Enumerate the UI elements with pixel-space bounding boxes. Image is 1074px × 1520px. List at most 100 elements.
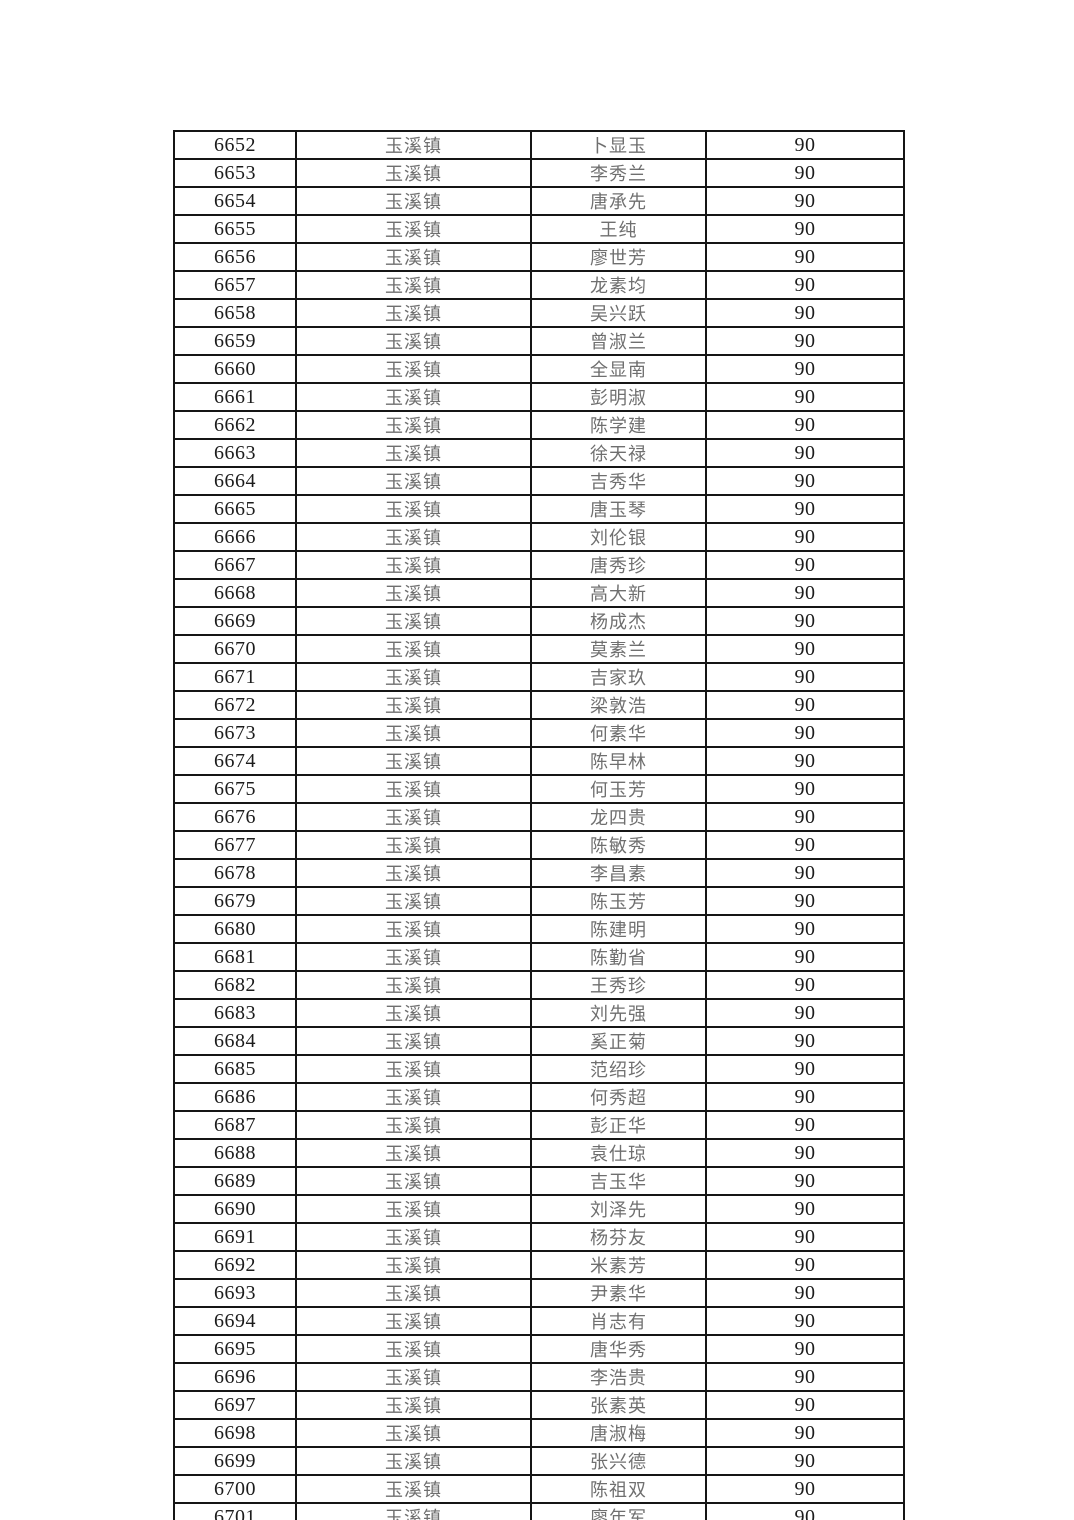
table-row: 6689 玉溪镇 吉玉华 90 [173,1166,905,1196]
table-row: 6671 玉溪镇 吉家玖 90 [173,662,905,692]
cell-name: 刘先强 [530,998,707,1028]
cell-score: 90 [705,466,905,496]
table-row: 6664 玉溪镇 吉秀华 90 [173,466,905,496]
cell-score: 90 [705,522,905,552]
cell-serial: 6693 [173,1278,297,1308]
cell-town: 玉溪镇 [295,298,532,328]
cell-score: 90 [705,214,905,244]
cell-serial: 6664 [173,466,297,496]
table-row: 6658 玉溪镇 吴兴跃 90 [173,298,905,328]
cell-name: 唐玉琴 [530,494,707,524]
table-row: 6698 玉溪镇 唐淑梅 90 [173,1418,905,1448]
cell-name: 唐华秀 [530,1334,707,1364]
cell-serial: 6675 [173,774,297,804]
cell-name: 莫素兰 [530,634,707,664]
cell-serial: 6655 [173,214,297,244]
cell-serial: 6658 [173,298,297,328]
cell-town: 玉溪镇 [295,830,532,860]
cell-name: 全显南 [530,354,707,384]
cell-serial: 6700 [173,1474,297,1504]
roster-table: 6652 玉溪镇 卜显玉 90 6653 玉溪镇 李秀兰 90 6654 玉溪镇 唐承先 90 6655… [173,130,905,1520]
cell-town: 玉溪镇 [295,802,532,832]
cell-score: 90 [705,1306,905,1336]
table-row: 6692 玉溪镇 米素芳 90 [173,1250,905,1280]
cell-score: 90 [705,1362,905,1392]
table-row: 6670 玉溪镇 莫素兰 90 [173,634,905,664]
cell-score: 90 [705,802,905,832]
cell-score: 90 [705,970,905,1000]
cell-town: 玉溪镇 [295,158,532,188]
table-row: 6659 玉溪镇 曾淑兰 90 [173,326,905,356]
cell-score: 90 [705,1110,905,1140]
table-row: 6679 玉溪镇 陈玉芳 90 [173,886,905,916]
cell-town: 玉溪镇 [295,746,532,776]
cell-town: 玉溪镇 [295,718,532,748]
table-row: 6699 玉溪镇 张兴德 90 [173,1446,905,1476]
cell-town: 玉溪镇 [295,354,532,384]
cell-name: 张兴德 [530,1446,707,1476]
cell-serial: 6670 [173,634,297,664]
cell-score: 90 [705,690,905,720]
cell-name: 何秀超 [530,1082,707,1112]
cell-name: 廖年军 [530,1502,707,1520]
cell-name: 彭正华 [530,1110,707,1140]
cell-score: 90 [705,606,905,636]
cell-serial: 6669 [173,606,297,636]
table-row: 6685 玉溪镇 范绍珍 90 [173,1054,905,1084]
cell-serial: 6683 [173,998,297,1028]
cell-serial: 6685 [173,1054,297,1084]
cell-name: 吉家玖 [530,662,707,692]
cell-score: 90 [705,914,905,944]
table-row: 6688 玉溪镇 袁仕琼 90 [173,1138,905,1168]
cell-town: 玉溪镇 [295,1306,532,1336]
cell-serial: 6692 [173,1250,297,1280]
cell-name: 陈敏秀 [530,830,707,860]
cell-town: 玉溪镇 [295,130,532,160]
cell-score: 90 [705,1250,905,1280]
cell-score: 90 [705,1194,905,1224]
cell-town: 玉溪镇 [295,522,532,552]
cell-serial: 6665 [173,494,297,524]
cell-name: 杨芬友 [530,1222,707,1252]
cell-name: 曾淑兰 [530,326,707,356]
cell-serial: 6678 [173,858,297,888]
cell-score: 90 [705,382,905,412]
cell-name: 刘泽先 [530,1194,707,1224]
cell-score: 90 [705,1502,905,1520]
table-row: 6694 玉溪镇 肖志有 90 [173,1306,905,1336]
table-row: 6666 玉溪镇 刘伦银 90 [173,522,905,552]
table-row: 6655 玉溪镇 王纯 90 [173,214,905,244]
table-row: 6656 玉溪镇 廖世芳 90 [173,242,905,272]
cell-name: 吉玉华 [530,1166,707,1196]
cell-town: 玉溪镇 [295,942,532,972]
table-body: 6652 玉溪镇 卜显玉 90 6653 玉溪镇 李秀兰 90 6654 玉溪镇 唐承先 90 6655… [173,130,905,1520]
cell-score: 90 [705,1138,905,1168]
table-row: 6693 玉溪镇 尹素华 90 [173,1278,905,1308]
cell-town: 玉溪镇 [295,1082,532,1112]
cell-town: 玉溪镇 [295,970,532,1000]
cell-town: 玉溪镇 [295,634,532,664]
cell-score: 90 [705,1446,905,1476]
cell-score: 90 [705,1390,905,1420]
cell-town: 玉溪镇 [295,1446,532,1476]
cell-score: 90 [705,1054,905,1084]
cell-score: 90 [705,494,905,524]
cell-town: 玉溪镇 [295,410,532,440]
cell-serial: 6690 [173,1194,297,1224]
cell-score: 90 [705,1222,905,1252]
cell-score: 90 [705,998,905,1028]
cell-score: 90 [705,774,905,804]
cell-score: 90 [705,886,905,916]
cell-town: 玉溪镇 [295,242,532,272]
table-row: 6661 玉溪镇 彭明淑 90 [173,382,905,412]
cell-score: 90 [705,298,905,328]
cell-serial: 6682 [173,970,297,1000]
cell-name: 陈建明 [530,914,707,944]
cell-town: 玉溪镇 [295,494,532,524]
cell-name: 陈勤省 [530,942,707,972]
cell-serial: 6656 [173,242,297,272]
cell-town: 玉溪镇 [295,1222,532,1252]
cell-score: 90 [705,830,905,860]
cell-serial: 6688 [173,1138,297,1168]
